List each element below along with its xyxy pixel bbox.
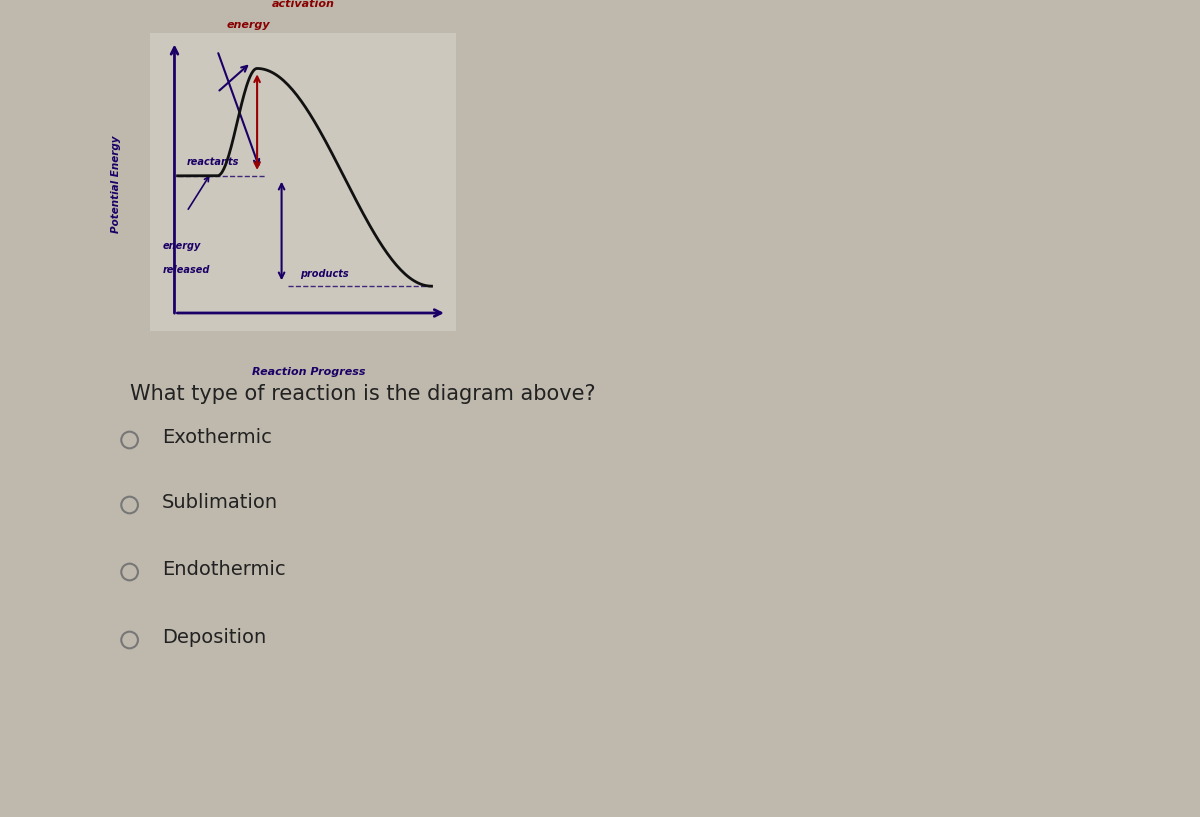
Text: Deposition: Deposition xyxy=(162,628,266,647)
Text: What type of reaction is the diagram above?: What type of reaction is the diagram abo… xyxy=(130,384,595,404)
Text: Exothermic: Exothermic xyxy=(162,428,272,447)
Text: products: products xyxy=(300,270,348,279)
Text: Potential Energy: Potential Energy xyxy=(112,135,121,233)
Text: Sublimation: Sublimation xyxy=(162,493,278,512)
Text: Endothermic: Endothermic xyxy=(162,560,286,579)
Text: reactants: reactants xyxy=(187,157,239,167)
Text: energy: energy xyxy=(162,241,200,251)
Text: released: released xyxy=(162,265,210,275)
Text: Reaction Progress: Reaction Progress xyxy=(252,367,366,377)
Text: activation: activation xyxy=(271,0,335,9)
Text: energy: energy xyxy=(226,20,270,29)
